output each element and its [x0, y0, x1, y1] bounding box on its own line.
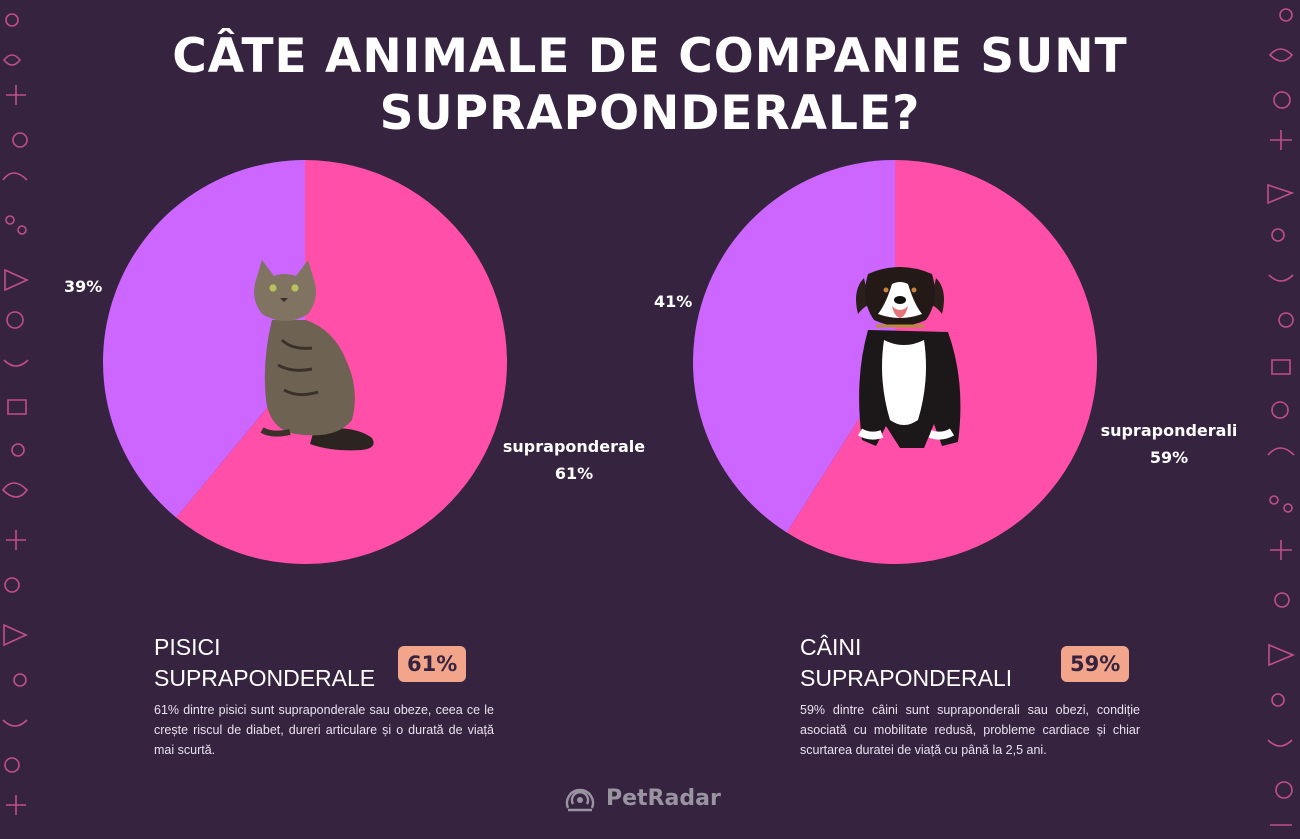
dog-image: [856, 267, 961, 448]
logo-text: PetRadar: [606, 785, 721, 811]
paw-doodle-pattern-icon: [1267, 8, 1296, 826]
cats-heading-line-1: PISICI: [154, 634, 221, 660]
cats-overweight-name-label: supraponderale: [503, 437, 645, 456]
dogs-heading-line-1: CÂINI: [800, 634, 862, 660]
dogs-other-pct-label: 41%: [654, 292, 692, 311]
cats-info-block: PISICI SUPRAPONDERALE 61% 61% dintre pis…: [154, 632, 494, 760]
right-doodle-border: [1264, 0, 1300, 839]
dogs-overweight-name-label: supraponderali: [1101, 421, 1238, 440]
cat-image: [254, 260, 374, 451]
petradar-logo-icon: [565, 788, 595, 812]
cats-pie-labels: 39% supraponderale 61%: [64, 277, 645, 483]
dogs-heading: CÂINI SUPRAPONDERALI: [800, 632, 1040, 694]
dogs-info-block: CÂINI SUPRAPONDERALI 59% 59% dintre câin…: [800, 632, 1140, 760]
cats-other-slice: [103, 160, 305, 518]
cats-heading-line-2: SUPRAPONDERALE: [154, 665, 376, 691]
cats-heading: PISICI SUPRAPONDERALE: [154, 632, 394, 694]
dogs-heading-line-2: SUPRAPONDERALI: [800, 665, 1013, 691]
dogs-percent-badge: 59%: [1061, 646, 1130, 682]
left-doodle-border: [0, 0, 36, 839]
dogs-pie-labels: 41% supraponderali 59%: [654, 292, 1237, 467]
cats-other-pct-label: 39%: [64, 277, 102, 296]
cats-pie-svg: 39% supraponderale 61%: [64, 160, 645, 564]
paw-doodle-pattern-icon: [1, 13, 29, 815]
dogs-overweight-pct-label: 59%: [1150, 448, 1188, 467]
title-line-1: CÂTE ANIMALE DE COMPANIE SUNT: [172, 29, 1128, 84]
cats-pie-chart: 39% supraponderale 61%: [60, 158, 660, 578]
title-line-2: SUPRAPONDERALE?: [379, 86, 921, 141]
dogs-description: 59% dintre câini sunt supraponderali sau…: [800, 703, 1140, 757]
cats-description: 61% dintre pisici sunt supraponderale sa…: [154, 703, 494, 757]
dogs-pie-svg: 41% supraponderali 59%: [654, 160, 1237, 564]
petradar-logo: PetRadar: [562, 780, 721, 816]
cats-overweight-pct-label: 61%: [555, 464, 593, 483]
cats-percent-badge: 61%: [398, 646, 467, 682]
page-title: CÂTE ANIMALE DE COMPANIE SUNT SUPRAPONDE…: [100, 28, 1200, 142]
dogs-other-slice: [693, 160, 895, 533]
dogs-pie-chart: 41% supraponderali 59%: [650, 158, 1270, 578]
